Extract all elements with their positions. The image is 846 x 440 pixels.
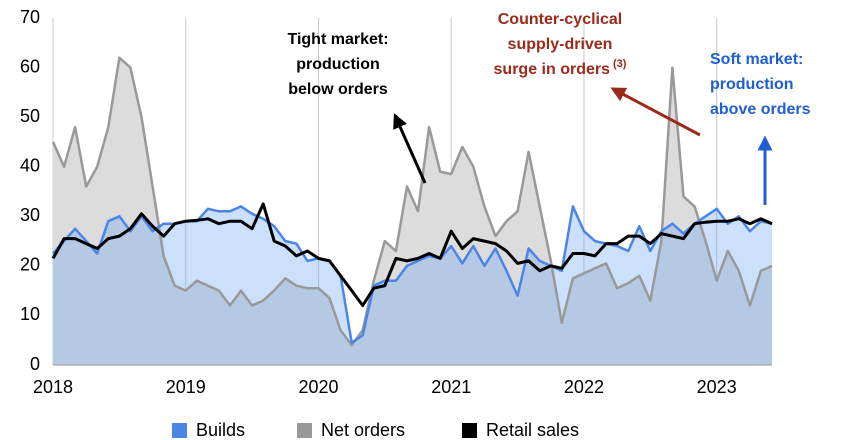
plot-area: 2018 2019 2020 2021 2022 2023 0 10 20 30 40 50 60 70: [20, 7, 773, 397]
y-tick-label: 10: [20, 304, 40, 324]
arrow: [610, 87, 701, 137]
annotation-text: supply-driven: [508, 36, 613, 53]
annotation: Tight market:: [287, 31, 388, 48]
x-tick-label: 2021: [431, 377, 471, 397]
annotation: above orders: [710, 101, 811, 118]
legend-label: Builds: [196, 420, 245, 440]
legend-swatch: [462, 423, 477, 438]
annotation: below orders: [288, 81, 388, 98]
annotation: production: [296, 56, 380, 73]
legend-swatch: [297, 423, 312, 438]
annotation: supply-driven: [508, 36, 613, 53]
y-tick-label: 50: [20, 106, 40, 126]
y-tick-label: 0: [30, 354, 40, 374]
annotation-text: production: [710, 76, 794, 93]
annotation-text: production: [296, 56, 380, 73]
y-tick-label: 60: [20, 56, 40, 76]
area: [53, 57, 772, 365]
annotation-superscript: (3): [613, 58, 627, 70]
annotation-text: surge in orders: [494, 61, 611, 78]
line: [51, 56, 773, 347]
y-tick-label: 20: [20, 255, 40, 275]
legend-label: Retail sales: [486, 420, 579, 440]
annotation-text: below orders: [288, 81, 388, 98]
x-tick-label: 2019: [166, 377, 206, 397]
x-tick-label: 2018: [33, 377, 73, 397]
annotation-text: Counter-cyclical: [498, 11, 622, 28]
y-tick-label: 40: [20, 155, 40, 175]
x-tick-label: 2020: [298, 377, 338, 397]
line: [51, 202, 773, 307]
annotation: Counter-cyclical: [498, 11, 622, 28]
legend-swatch: [172, 423, 187, 438]
x-tick-label: 2023: [697, 377, 737, 397]
annotation-text: above orders: [710, 101, 811, 118]
y-tick-label: 70: [20, 7, 40, 27]
x-tick-label: 2022: [564, 377, 604, 397]
annotation: production: [710, 76, 794, 93]
annotation: Soft market:: [710, 51, 803, 68]
annotation: surge in orders (3): [494, 58, 627, 78]
y-tick-label: 30: [20, 205, 40, 225]
annotation-text: Tight market:: [287, 31, 388, 48]
annotation-text: Soft market:: [710, 51, 803, 68]
area: [53, 206, 772, 365]
legend-label: Net orders: [321, 420, 405, 440]
arrow: [393, 113, 427, 184]
